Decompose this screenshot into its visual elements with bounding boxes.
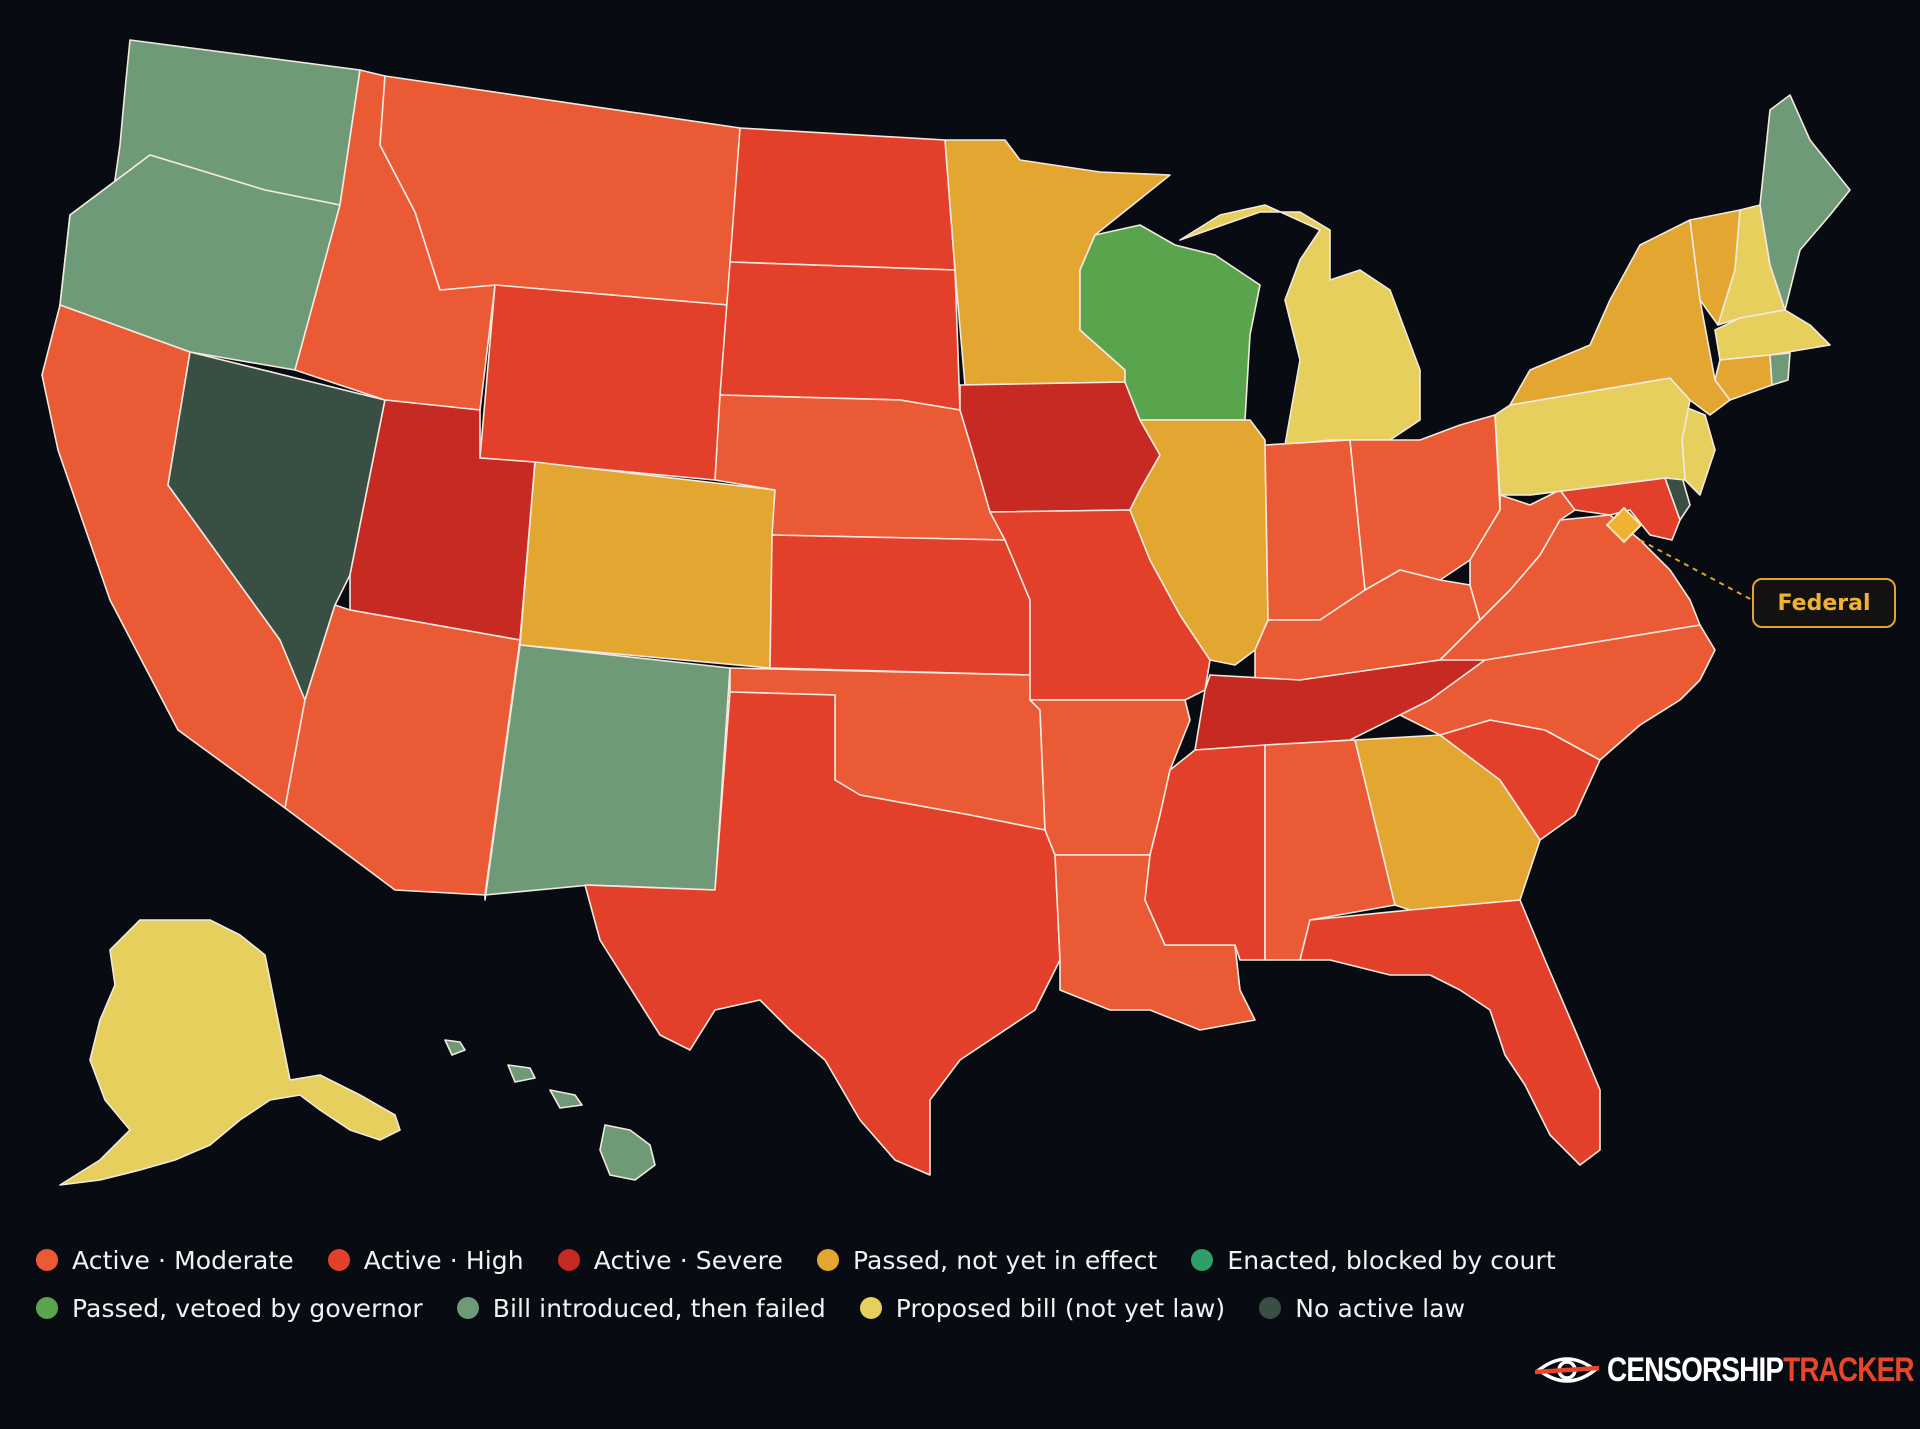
legend-label: No active law (1295, 1293, 1466, 1323)
legend-item-blocked[interactable]: Enacted, blocked by court (1191, 1245, 1556, 1275)
state-HI-2[interactable] (444, 1039, 466, 1056)
legend-swatch (859, 1297, 882, 1319)
legend-swatch (36, 1297, 58, 1319)
federal-callout-label: Federal (1777, 590, 1871, 616)
legend-item-proposed[interactable]: Proposed bill (not yet law) (859, 1293, 1226, 1323)
legend-swatch (327, 1249, 350, 1271)
legend-label: Bill introduced, then failed (492, 1293, 826, 1323)
state-ME[interactable] (1759, 94, 1851, 311)
state-TX[interactable] (584, 691, 1061, 1176)
legend-item-active-moderate[interactable]: Active · Moderate (36, 1246, 294, 1275)
federal-leader-line (1639, 539, 1753, 601)
state-OR[interactable] (59, 154, 341, 371)
legend-swatch (1191, 1249, 1214, 1271)
state-HI-3[interactable] (507, 1064, 536, 1083)
legend: Active · Moderate Active · High Active ·… (36, 1236, 1736, 1332)
state-NM[interactable] (484, 644, 731, 901)
state-CO[interactable] (519, 461, 776, 669)
legend-label: Passed, not yet in effect (852, 1245, 1158, 1275)
legend-item-active-high[interactable]: Active · High (327, 1245, 524, 1275)
brand-logo: CENSORSHIPTRACKER (1535, 1350, 1920, 1390)
state-KS[interactable] (769, 534, 1031, 676)
legend-label: Passed, vetoed by governor (72, 1293, 423, 1323)
legend-swatch (557, 1249, 580, 1271)
state-IN[interactable] (1264, 439, 1366, 621)
state-HI-4[interactable] (549, 1089, 583, 1109)
brand-word-tracker: TRACKER (1783, 1350, 1914, 1389)
state-SD[interactable] (719, 261, 961, 411)
state-HI[interactable] (599, 1124, 656, 1181)
legend-label: Enacted, blocked by court (1227, 1245, 1556, 1275)
legend-item-passed[interactable]: Passed, not yet in effect (816, 1245, 1158, 1275)
state-ND[interactable] (729, 127, 956, 271)
legend-row-1: Active · Moderate Active · High Active ·… (36, 1236, 1736, 1284)
state-AK[interactable] (59, 919, 401, 1186)
eye-icon (1535, 1357, 1599, 1383)
federal-marker[interactable] (1605, 506, 1643, 544)
legend-row-2: Passed, vetoed by governor Bill introduc… (36, 1284, 1736, 1332)
legend-item-vetoed[interactable]: Passed, vetoed by governor (36, 1294, 423, 1323)
brand-wordmark: CENSORSHIPTRACKER (1607, 1350, 1915, 1390)
legend-label: Active · Severe (593, 1245, 783, 1275)
state-IA[interactable] (959, 381, 1161, 513)
legend-label: Active · Moderate (72, 1245, 294, 1275)
federal-callout[interactable]: Federal (1752, 578, 1896, 628)
state-FL[interactable] (1299, 899, 1601, 1166)
state-IL[interactable] (1129, 419, 1269, 666)
legend-label: Proposed bill (not yet law) (895, 1293, 1226, 1323)
legend-swatch (816, 1249, 839, 1271)
state-MT[interactable] (379, 75, 741, 306)
legend-item-active-severe[interactable]: Active · Severe (557, 1245, 783, 1275)
legend-swatch (456, 1297, 479, 1319)
legend-label: Active · High (363, 1245, 524, 1275)
state-CT[interactable] (1714, 354, 1773, 401)
legend-swatch (1259, 1297, 1282, 1319)
state-RI[interactable] (1769, 352, 1791, 386)
state-WY[interactable] (479, 284, 729, 481)
legend-item-failed[interactable]: Bill introduced, then failed (456, 1293, 826, 1323)
legend-swatch (36, 1249, 58, 1271)
legend-item-none[interactable]: No active law (1259, 1294, 1465, 1323)
brand-word-censorship: CENSORSHIP (1607, 1350, 1784, 1389)
